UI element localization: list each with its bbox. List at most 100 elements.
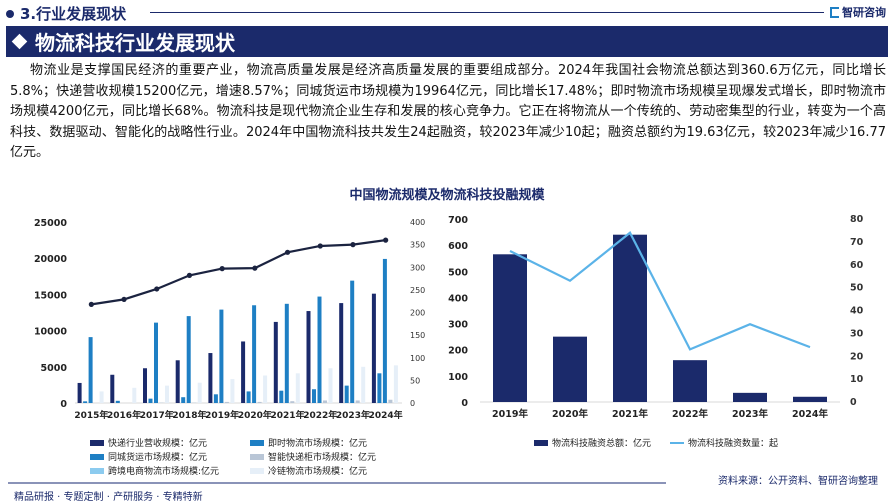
y-tick-label: 10000 (34, 327, 67, 338)
bar-0-3 (290, 401, 294, 403)
x-tick-label: 2023年 (732, 408, 768, 420)
bar-0-3 (323, 400, 327, 403)
line-series-0 (91, 240, 385, 304)
x-tick-label: 2022年 (672, 408, 708, 420)
bar-0-4 (394, 365, 398, 403)
y-tick-label: 600 (448, 241, 468, 252)
bar-0-0 (372, 294, 376, 403)
legend-label: 快递行业营收规模：亿元 (108, 436, 207, 449)
line-point-0 (318, 243, 323, 248)
line-series-1 (510, 233, 810, 350)
bar-0-4 (165, 386, 169, 403)
y2-tick-label: 30 (850, 328, 864, 339)
y2-tick-label: 40 (850, 306, 864, 317)
legend-swatch (250, 468, 264, 474)
legend-item: 跨境电商物流市场规模:亿元 (90, 464, 219, 477)
y2-tick-label: 60 (850, 260, 864, 271)
legend-swatch (250, 454, 264, 460)
bar-0-1 (377, 373, 381, 403)
x-tick-label: 2022年 (303, 409, 337, 421)
bar-0-3 (225, 402, 229, 403)
legend-swatch (534, 440, 548, 446)
y-tick-label: 300 (448, 320, 468, 331)
bar-0-3 (388, 400, 392, 403)
bar-1-0 (733, 393, 767, 402)
legend-swatch (90, 440, 104, 446)
y2-tick-label: 300 (410, 263, 425, 272)
bar-0-1 (149, 399, 153, 403)
line-point-0 (252, 266, 257, 271)
y-tick-label: 200 (448, 346, 468, 357)
line-point-0 (121, 297, 126, 302)
y2-tick-label: 20 (850, 351, 864, 362)
y-tick-label: 0 (60, 399, 67, 410)
footer-divider (8, 482, 666, 484)
line-point-0 (220, 266, 225, 271)
legend-label: 物流科技融资数量：起 (688, 436, 778, 449)
legend-item: 物流科技融资总额：亿元 (534, 436, 651, 449)
y-tick-label: 15000 (34, 290, 67, 301)
bar-0-0 (241, 341, 245, 403)
y2-tick-label: 0 (410, 399, 415, 408)
line-point-0 (89, 302, 94, 307)
legend-label: 智能快递柜市场规模：亿元 (268, 450, 376, 463)
bar-0-2 (285, 304, 289, 403)
y2-tick-label: 150 (410, 331, 425, 340)
x-tick-label: 2019年 (492, 408, 528, 420)
source-note: 资料来源：公开资料、智研咨询整理 (718, 472, 878, 487)
bar-0-1 (116, 401, 120, 403)
bar-0-0 (339, 303, 343, 403)
line-point-0 (285, 250, 290, 255)
bar-0-1 (279, 391, 283, 403)
bar-0-2 (350, 281, 354, 403)
bar-1-0 (553, 337, 587, 402)
legend-label: 冷链物流市场规模：亿元 (268, 464, 367, 477)
legend-item: 智能快递柜市场规模：亿元 (250, 450, 376, 463)
bar-0-2 (219, 310, 223, 403)
line-point-0 (350, 242, 355, 247)
x-tick-label: 2020年 (238, 409, 272, 421)
footer-text: 精品研报 · 专题定制 · 产研服务 · 专精特新 (14, 492, 203, 503)
y2-tick-label: 50 (850, 283, 864, 294)
bar-0-1 (345, 386, 349, 403)
bar-1-0 (793, 397, 827, 402)
bar-0-4 (230, 379, 234, 403)
x-tick-label: 2016年 (107, 409, 141, 421)
bar-0-2 (252, 305, 256, 403)
bar-0-0 (274, 322, 278, 403)
bar-0-1 (181, 397, 185, 403)
bar-0-4 (132, 388, 136, 403)
y-tick-label: 700 (448, 215, 468, 226)
legend-item: 即时物流市场规模：亿元 (250, 436, 367, 449)
y-tick-label: 0 (461, 398, 468, 409)
y-tick-label: 20000 (34, 254, 67, 265)
y-tick-label: 5000 (41, 363, 68, 374)
legend-item: 快递行业营收规模：亿元 (90, 436, 207, 449)
y2-tick-label: 50 (410, 376, 420, 385)
legend-swatch (90, 454, 104, 460)
legend-label: 物流科技融资总额：亿元 (552, 436, 651, 449)
bar-0-4 (198, 383, 202, 403)
y2-tick-label: 350 (410, 241, 425, 250)
x-tick-label: 2019年 (205, 409, 239, 421)
footer-tagline: 精品研报 · 专题定制 · 产研服务 · 专精特新 (14, 488, 203, 503)
y2-tick-label: 400 (410, 218, 425, 227)
x-tick-label: 2024年 (369, 409, 403, 421)
x-tick-label: 2021年 (612, 408, 648, 420)
bar-0-0 (208, 353, 212, 403)
bar-0-0 (110, 375, 114, 403)
y2-tick-label: 70 (850, 237, 864, 248)
x-tick-label: 2018年 (172, 409, 206, 421)
bar-0-0 (307, 311, 311, 403)
bar-0-4 (263, 375, 267, 403)
bar-0-4 (296, 373, 300, 403)
line-point-0 (383, 238, 388, 243)
bar-0-0 (143, 368, 147, 403)
bar-0-2 (89, 337, 93, 403)
legend-swatch (670, 442, 684, 444)
bar-1-0 (613, 235, 647, 402)
bar-0-0 (78, 383, 82, 403)
bar-0-4 (329, 368, 333, 403)
y2-tick-label: 100 (410, 354, 425, 363)
